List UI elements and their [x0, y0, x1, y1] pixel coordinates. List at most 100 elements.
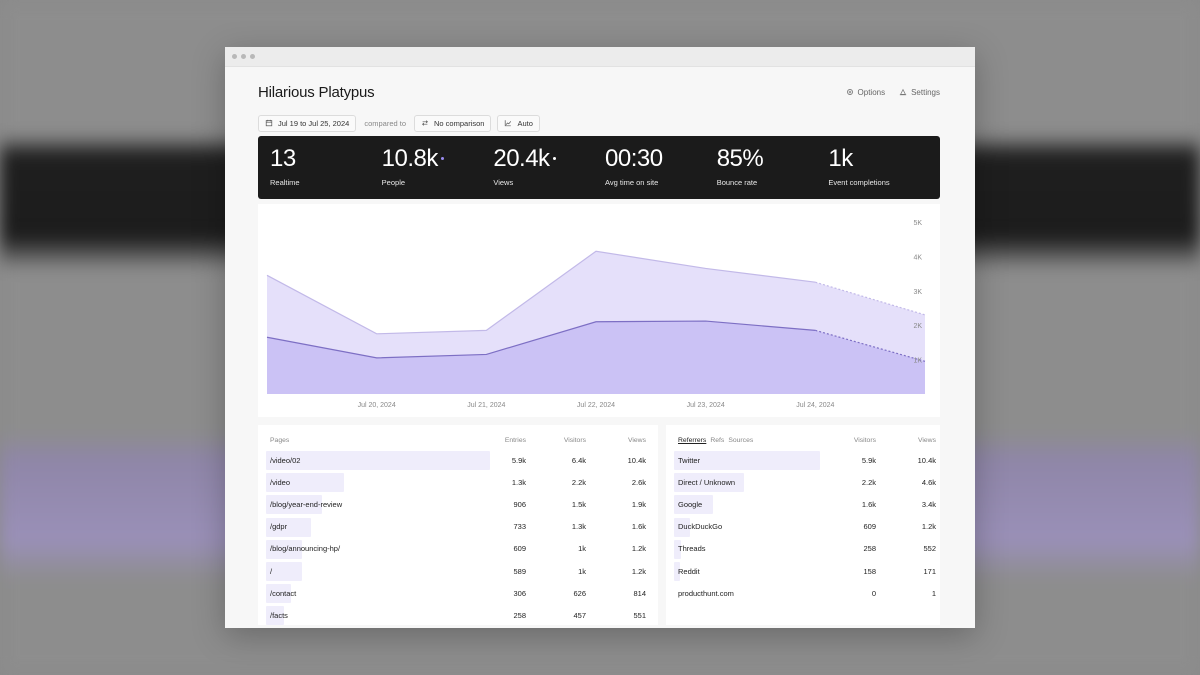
- page-path: /: [270, 566, 273, 576]
- page-visitors: 626: [573, 588, 586, 598]
- page-entries: 306: [513, 588, 526, 598]
- stat-label: Event completions: [828, 178, 890, 187]
- comparison-selector[interactable]: No comparison: [414, 114, 492, 132]
- date-range-picker[interactable]: Jul 19 to Jul 25, 2024: [258, 114, 357, 132]
- stat-event-completions[interactable]: 1k Event completions: [828, 147, 940, 199]
- window-dot[interactable]: [250, 54, 255, 59]
- pages-header-name[interactable]: Pages: [270, 437, 290, 444]
- stat-bounce-rate[interactable]: 85% Bounce rate: [717, 147, 829, 199]
- table-row[interactable]: /blog/announcing-hp/609 1k 1.2k: [258, 538, 658, 560]
- page-visitors: 2.2k: [571, 477, 586, 487]
- referrers-table: Referrers Refs Sources Visitors Views Tw…: [666, 425, 940, 625]
- table-row[interactable]: /video/02 5.9k 6.4k 10.4k: [258, 449, 658, 471]
- page-path: /blog/year-end-review: [270, 499, 343, 509]
- pages-table: Pages Entries Visitors Views /video/02 5.…: [258, 425, 658, 625]
- stat-label: Views: [493, 178, 514, 187]
- table-row[interactable]: Google 1.6k 3.4k: [666, 493, 940, 515]
- share-bar: [674, 561, 680, 581]
- pages-header-entries[interactable]: Entries: [504, 437, 526, 444]
- share-bar: [266, 561, 302, 581]
- table-row[interactable]: /contact 306 626 814: [258, 582, 658, 604]
- interval-label: Auto: [517, 118, 533, 128]
- options-button[interactable]: Options: [846, 88, 885, 97]
- table-row[interactable]: Reddit 158 171: [666, 560, 940, 582]
- x-tick-label: Jul 20, 2024: [358, 402, 396, 409]
- share-bar: [266, 606, 284, 625]
- referrers-header-views[interactable]: Views: [917, 437, 936, 444]
- stat-value: 20.4k: [493, 145, 550, 172]
- referrer-views: 552: [923, 544, 936, 554]
- comparison-label: No comparison: [434, 118, 485, 128]
- page-entries: 733: [513, 522, 526, 532]
- stat-label: People: [381, 178, 406, 187]
- table-row[interactable]: Twitter 5.9k 10.4k: [666, 449, 940, 471]
- share-bar: [266, 517, 311, 537]
- y-tick-label: 5K: [913, 220, 922, 227]
- header-actions: Options Settings: [846, 88, 940, 97]
- table-row[interactable]: producthunt.com 0 1: [666, 582, 940, 604]
- page-path: /blog/announcing-hp/: [270, 544, 341, 554]
- referrer-views: 171: [923, 566, 936, 576]
- share-bar: [674, 539, 682, 559]
- share-bar: [674, 517, 691, 537]
- y-tick-label: 2K: [913, 323, 922, 330]
- referrer-views: 10.4k: [917, 455, 936, 465]
- series-dot-icon: [440, 157, 444, 160]
- settings-button[interactable]: Settings: [899, 88, 940, 97]
- interval-selector[interactable]: Auto: [497, 114, 540, 132]
- stat-label: Avg time on site: [605, 178, 659, 187]
- page-entries: 1.3k: [511, 477, 526, 487]
- table-row[interactable]: /gdpr 733 1.3k 1.6k: [258, 516, 658, 538]
- page-views: 551: [633, 610, 646, 620]
- referrer-visitors: 0: [871, 588, 876, 598]
- page-visitors: 1k: [578, 544, 586, 554]
- table-row[interactable]: / 589 1k 1.2k: [258, 560, 658, 582]
- y-tick-label: 1K: [913, 358, 922, 365]
- pages-table-body: /video/02 5.9k 6.4k 10.4k/video 1.3k 2.2k 2.6k…: [258, 449, 658, 625]
- page-path: /facts: [270, 610, 288, 620]
- window-dot[interactable]: [241, 54, 246, 59]
- stat-realtime[interactable]: 13 Realtime: [270, 147, 382, 199]
- table-row[interactable]: DuckDuckGo 609 1.2k: [666, 516, 940, 538]
- page-visitors: 1k: [578, 566, 586, 576]
- referrers-table-header: Referrers Refs Sources Visitors Views: [666, 425, 940, 449]
- x-tick-label: Jul 24, 2024: [796, 402, 834, 409]
- page-views: 2.6k: [631, 477, 646, 487]
- page-entries: 906: [513, 499, 526, 509]
- tab-sources[interactable]: Sources: [728, 437, 754, 444]
- table-row[interactable]: /blog/year-end-review 906 1.5k 1.9k: [258, 493, 658, 515]
- pages-header-views[interactable]: Views: [627, 437, 646, 444]
- table-row[interactable]: Direct / Unknown 2.2k 4.6k: [666, 471, 940, 493]
- referrer-visitors: 158: [863, 566, 876, 576]
- traffic-chart[interactable]: 5K 4K 3K 2K 1K Jul 20, 2024 Jul 21, 2024 Jul 22…: [258, 204, 940, 417]
- x-tick-label: Jul 21, 2024: [467, 402, 505, 409]
- stat-people[interactable]: 10.8k People: [382, 147, 494, 199]
- table-row[interactable]: /video 1.3k 2.2k 2.6k: [258, 471, 658, 493]
- filter-bar: Jul 19 to Jul 25, 2024 compared to No co…: [258, 114, 940, 132]
- stat-avg-time[interactable]: 00:30 Avg time on site: [605, 147, 717, 199]
- page-title: Hilarious Platypus: [258, 83, 375, 101]
- series-line-projection: [815, 329, 926, 362]
- gear-icon: [846, 89, 853, 95]
- stat-value: 00:30: [605, 145, 663, 172]
- window-dot[interactable]: [232, 54, 237, 59]
- share-bar: [266, 539, 302, 559]
- page-path: /contact: [270, 588, 297, 598]
- referrer-name: Threads: [678, 544, 706, 554]
- tab-referrers[interactable]: Referrers: [678, 437, 707, 444]
- table-row[interactable]: Threads 258 552: [666, 538, 940, 560]
- share-bar: [674, 495, 714, 515]
- referrers-table-body: Twitter 5.9k 10.4k Direct / Unknown 2.2k 4.6k…: [666, 449, 940, 604]
- stat-value: 85%: [716, 145, 764, 172]
- page-visitors: 1.5k: [571, 499, 586, 509]
- table-row[interactable]: /facts 258 457 551: [258, 604, 658, 625]
- pages-header-visitors[interactable]: Visitors: [563, 437, 586, 444]
- tab-refs[interactable]: Refs: [710, 437, 725, 444]
- series-line-projection: [815, 281, 926, 316]
- y-tick-label: 4K: [913, 254, 922, 261]
- stat-views[interactable]: 20.4k Views: [493, 147, 605, 199]
- page-visitors: 6.4k: [571, 455, 586, 465]
- referrer-views: 1.2k: [921, 522, 936, 532]
- stats-bar: 13 Realtime 10.8k People 20.4k Views 00:…: [258, 136, 940, 199]
- referrers-header-visitors[interactable]: Visitors: [853, 437, 876, 444]
